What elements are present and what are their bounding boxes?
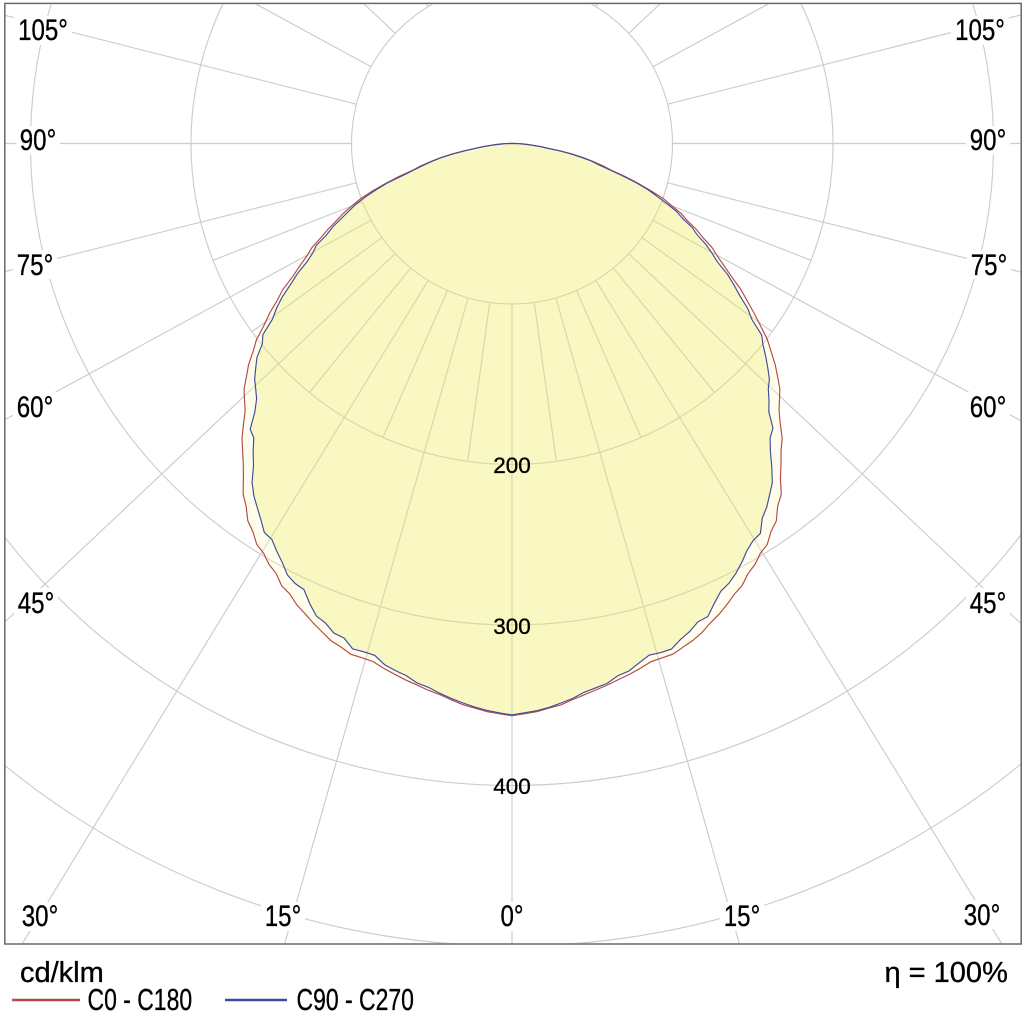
svg-text:C90 - C270: C90 - C270	[297, 982, 414, 1017]
svg-text:60°: 60°	[970, 391, 1006, 424]
svg-text:60°: 60°	[17, 391, 53, 424]
svg-text:C0 - C180: C0 - C180	[88, 982, 193, 1017]
svg-text:75°: 75°	[971, 249, 1007, 282]
svg-text:30°: 30°	[964, 899, 1000, 932]
svg-text:0°: 0°	[501, 900, 524, 933]
svg-text:90°: 90°	[970, 124, 1006, 157]
svg-text:200: 200	[493, 453, 531, 478]
svg-text:30°: 30°	[22, 900, 58, 933]
svg-text:90°: 90°	[20, 124, 56, 157]
svg-text:cd/klm: cd/klm	[20, 957, 104, 989]
svg-text:105°: 105°	[955, 14, 1005, 47]
svg-text:η = 100%: η = 100%	[885, 957, 1008, 989]
svg-text:45°: 45°	[18, 587, 54, 620]
svg-text:105°: 105°	[18, 14, 68, 47]
svg-text:15°: 15°	[724, 900, 760, 933]
svg-text:15°: 15°	[265, 900, 301, 933]
svg-text:45°: 45°	[970, 587, 1006, 620]
svg-text:300: 300	[493, 614, 531, 639]
svg-text:75°: 75°	[17, 249, 53, 282]
svg-text:400: 400	[493, 774, 531, 799]
